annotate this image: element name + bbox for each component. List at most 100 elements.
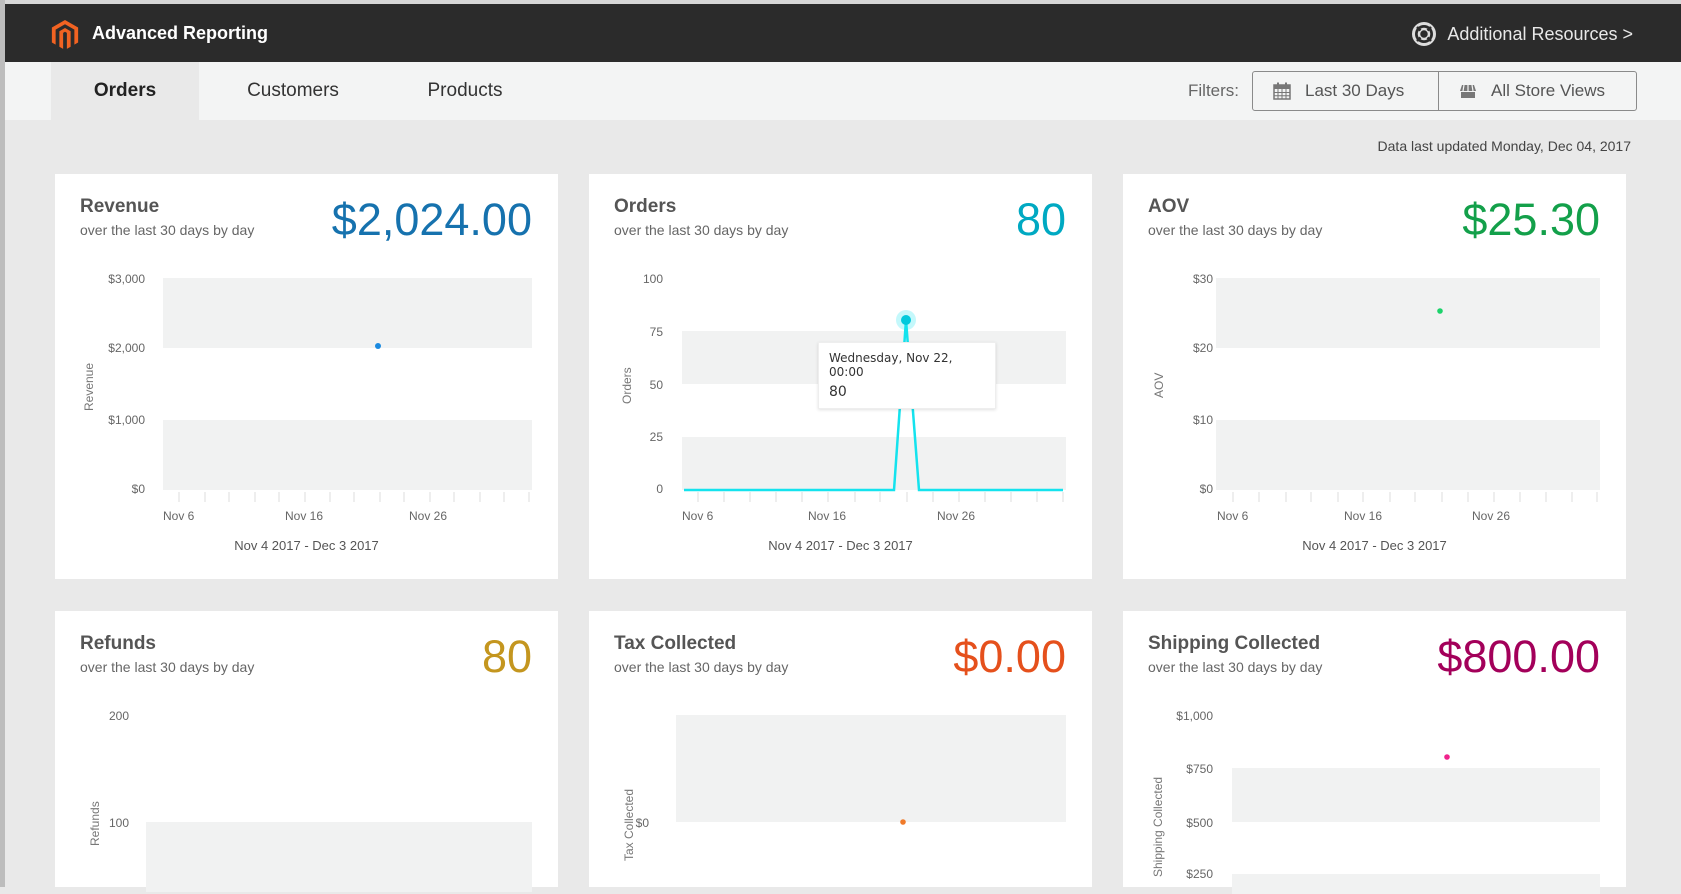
storefront-icon xyxy=(1460,84,1476,98)
x-tick: Nov 26 xyxy=(937,509,976,523)
card-total-value: $2,024.00 xyxy=(331,194,532,245)
y-tick: $0 xyxy=(1199,482,1213,496)
y-tick: $30 xyxy=(1192,272,1213,286)
card-title: Tax Collected xyxy=(614,633,737,654)
y-tick: 200 xyxy=(108,709,129,723)
tab-products[interactable]: Products xyxy=(385,62,545,120)
filters-label: Filters: xyxy=(1188,81,1239,100)
card-title: Revenue xyxy=(80,196,160,217)
revenue-card: Revenue over the last 30 days by day $2,… xyxy=(55,174,558,579)
card-subtitle: over the last 30 days by day xyxy=(614,659,789,675)
tab-products-label: Products xyxy=(427,80,503,101)
grid-band xyxy=(682,437,1066,490)
card-subtitle: over the last 30 days by day xyxy=(1148,659,1323,675)
data-plot xyxy=(900,819,906,825)
y-tick: 75 xyxy=(649,325,663,339)
card-subtitle: over the last 30 days by day xyxy=(80,222,255,238)
y-tick: $1,000 xyxy=(108,413,145,427)
grid-band xyxy=(1216,278,1600,348)
tab-orders[interactable]: Orders xyxy=(51,62,199,120)
data-plot xyxy=(1444,754,1450,760)
app-title: Advanced Reporting xyxy=(92,23,269,43)
y-tick: $0 xyxy=(131,482,145,496)
tab-customers-label: Customers xyxy=(247,80,339,101)
grid-band xyxy=(146,822,532,892)
y-tick: $2,000 xyxy=(108,341,145,355)
aov-card: AOV over the last 30 days by day $25.30 … xyxy=(1123,174,1626,579)
data-point xyxy=(375,343,381,349)
tooltip-value: 80 xyxy=(829,384,847,400)
x-tick: Nov 6 xyxy=(1217,509,1249,523)
card-total-value: 80 xyxy=(481,631,532,682)
x-axis-range: Nov 4 2017 - Dec 3 2017 xyxy=(234,538,379,553)
y-tick: 25 xyxy=(649,430,663,444)
y-tick: $0 xyxy=(635,816,649,830)
date-range-filter[interactable]: Last 30 Days xyxy=(1253,72,1438,110)
card-title: Refunds xyxy=(80,633,156,654)
y-tick: $10 xyxy=(1192,413,1213,427)
tax-collected-card: Tax Collected over the last 30 days by d… xyxy=(589,611,1092,887)
data-point xyxy=(1437,308,1443,314)
tab-orders-label: Orders xyxy=(93,80,157,101)
card-subtitle: over the last 30 days by day xyxy=(80,659,255,675)
y-tick: 0 xyxy=(656,482,663,496)
shipping-collected-card: Shipping Collected over the last 30 days… xyxy=(1123,611,1626,894)
store-view-filter[interactable]: All Store Views xyxy=(1438,72,1636,110)
refunds-card: Refunds over the last 30 days by day 80 … xyxy=(55,611,558,892)
additional-resources-label: Additional Resources > xyxy=(1447,23,1633,44)
y-tick: $1,000 xyxy=(1176,709,1213,723)
x-tick: Nov 6 xyxy=(682,509,714,523)
y-tick: $20 xyxy=(1192,341,1213,355)
x-axis-range: Nov 4 2017 - Dec 3 2017 xyxy=(1302,538,1447,553)
grid-band xyxy=(163,420,532,490)
orders-line xyxy=(684,310,1064,502)
card-subtitle: over the last 30 days by day xyxy=(1148,222,1323,238)
card-title: AOV xyxy=(1148,196,1190,217)
last-updated-text: Data last updated Monday, Dec 04, 2017 xyxy=(1377,138,1631,154)
y-tick: 100 xyxy=(108,816,129,830)
y-tick: $3,000 xyxy=(108,272,145,286)
y-tick: $750 xyxy=(1186,762,1213,776)
grid-band xyxy=(1232,768,1600,822)
date-range-label: Last 30 Days xyxy=(1305,81,1405,100)
additional-resources-link[interactable]: Additional Resources > xyxy=(1411,21,1633,47)
report-nav: Orders Customers Products Filters: Last … xyxy=(5,62,1681,120)
x-tick: Nov 16 xyxy=(1344,509,1383,523)
y-tick: 50 xyxy=(649,378,663,392)
browser-top-edge xyxy=(0,0,1681,4)
lifebuoy-icon xyxy=(1412,22,1437,46)
admin-sidebar-edge xyxy=(0,0,5,887)
y-tick: $500 xyxy=(1186,816,1213,830)
x-tick: Nov 16 xyxy=(285,509,324,523)
x-axis-ticks xyxy=(178,343,530,502)
calendar-icon xyxy=(1273,82,1291,100)
tab-customers[interactable]: Customers xyxy=(213,62,373,120)
grid-band xyxy=(1216,420,1600,490)
magento-logo-icon[interactable] xyxy=(51,20,79,50)
x-tick: Nov 16 xyxy=(808,509,847,523)
card-total-value: $800.00 xyxy=(1437,631,1600,682)
x-axis-ticks xyxy=(1232,308,1598,502)
card-total-value: 80 xyxy=(1015,194,1066,245)
data-point xyxy=(1444,754,1450,760)
chart-tooltip: Wednesday, Nov 22, 00:00 80 xyxy=(818,342,996,409)
orders-card: Orders over the last 30 days by day 80 O… xyxy=(589,174,1092,579)
app-header: Advanced Reporting Additional Resources … xyxy=(5,4,1681,62)
x-axis-range: Nov 4 2017 - Dec 3 2017 xyxy=(768,538,913,553)
store-view-label: All Store Views xyxy=(1491,81,1606,100)
card-subtitle: over the last 30 days by day xyxy=(614,222,789,238)
filter-group: Last 30 Days All Store Views xyxy=(1252,71,1637,111)
card-total-value: $25.30 xyxy=(1462,194,1600,245)
x-tick: Nov 6 xyxy=(163,509,195,523)
grid-band xyxy=(163,278,532,348)
y-tick: 100 xyxy=(642,272,663,286)
x-tick: Nov 26 xyxy=(409,509,448,523)
y-tick: $250 xyxy=(1186,867,1213,881)
x-tick: Nov 26 xyxy=(1472,509,1511,523)
card-title: Shipping Collected xyxy=(1148,633,1321,654)
card-title: Orders xyxy=(614,196,677,217)
data-point xyxy=(900,819,906,825)
card-total-value: $0.00 xyxy=(953,631,1066,682)
grid-band xyxy=(676,715,1066,822)
tooltip-date: Wednesday, Nov 22, 00:00 xyxy=(829,351,953,379)
